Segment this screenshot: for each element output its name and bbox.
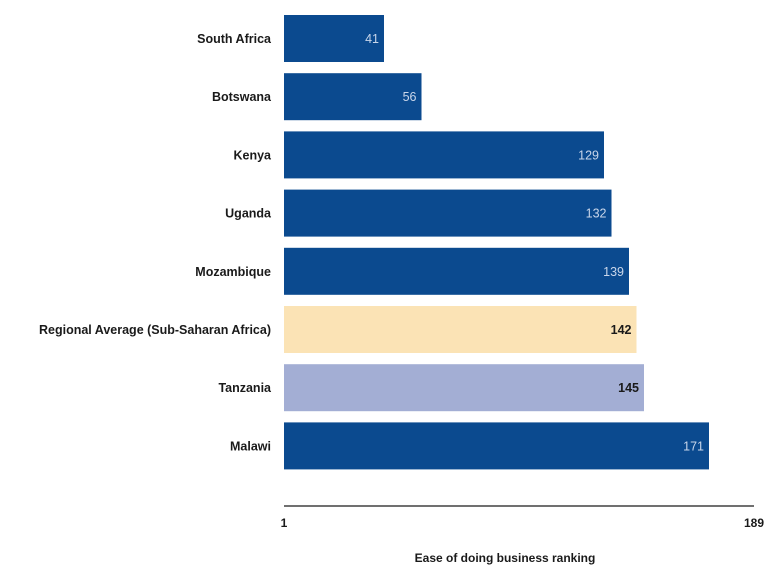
bar-2 xyxy=(284,131,604,179)
category-label-3: Uganda xyxy=(225,207,272,221)
category-label-4: Mozambique xyxy=(195,265,271,279)
x-tick-label-max: 189 xyxy=(744,516,764,530)
value-label-3: 132 xyxy=(586,207,607,221)
value-label-1: 56 xyxy=(403,90,417,104)
category-label-6: Tanzania xyxy=(218,381,272,395)
bar-5 xyxy=(284,306,637,353)
bar-4 xyxy=(284,247,629,295)
bar-0 xyxy=(284,15,384,62)
value-labels-group: 41 56 129 132 139 142 145 171 xyxy=(365,32,704,453)
bar-7 xyxy=(284,422,709,470)
category-label-2: Kenya xyxy=(233,148,272,162)
value-label-4: 139 xyxy=(603,265,624,279)
value-label-7: 171 xyxy=(683,439,704,453)
bars-group xyxy=(284,15,709,470)
value-label-5: 142 xyxy=(611,323,632,337)
x-axis-title: Ease of doing business ranking xyxy=(415,551,596,565)
value-label-2: 129 xyxy=(578,148,599,162)
category-label-7: Malawi xyxy=(230,439,271,453)
x-tick-label-min: 1 xyxy=(281,516,288,530)
bar-3 xyxy=(284,189,612,237)
category-label-1: Botswana xyxy=(212,90,272,104)
value-label-0: 41 xyxy=(365,32,379,46)
category-label-0: South Africa xyxy=(197,32,272,46)
bar-1 xyxy=(284,73,422,121)
category-label-5: Regional Average (Sub-Saharan Africa) xyxy=(39,323,271,337)
category-labels-group: South Africa Botswana Kenya Uganda Mozambiqu… xyxy=(39,32,272,453)
value-label-6: 145 xyxy=(618,381,639,395)
bar-6 xyxy=(284,364,644,412)
